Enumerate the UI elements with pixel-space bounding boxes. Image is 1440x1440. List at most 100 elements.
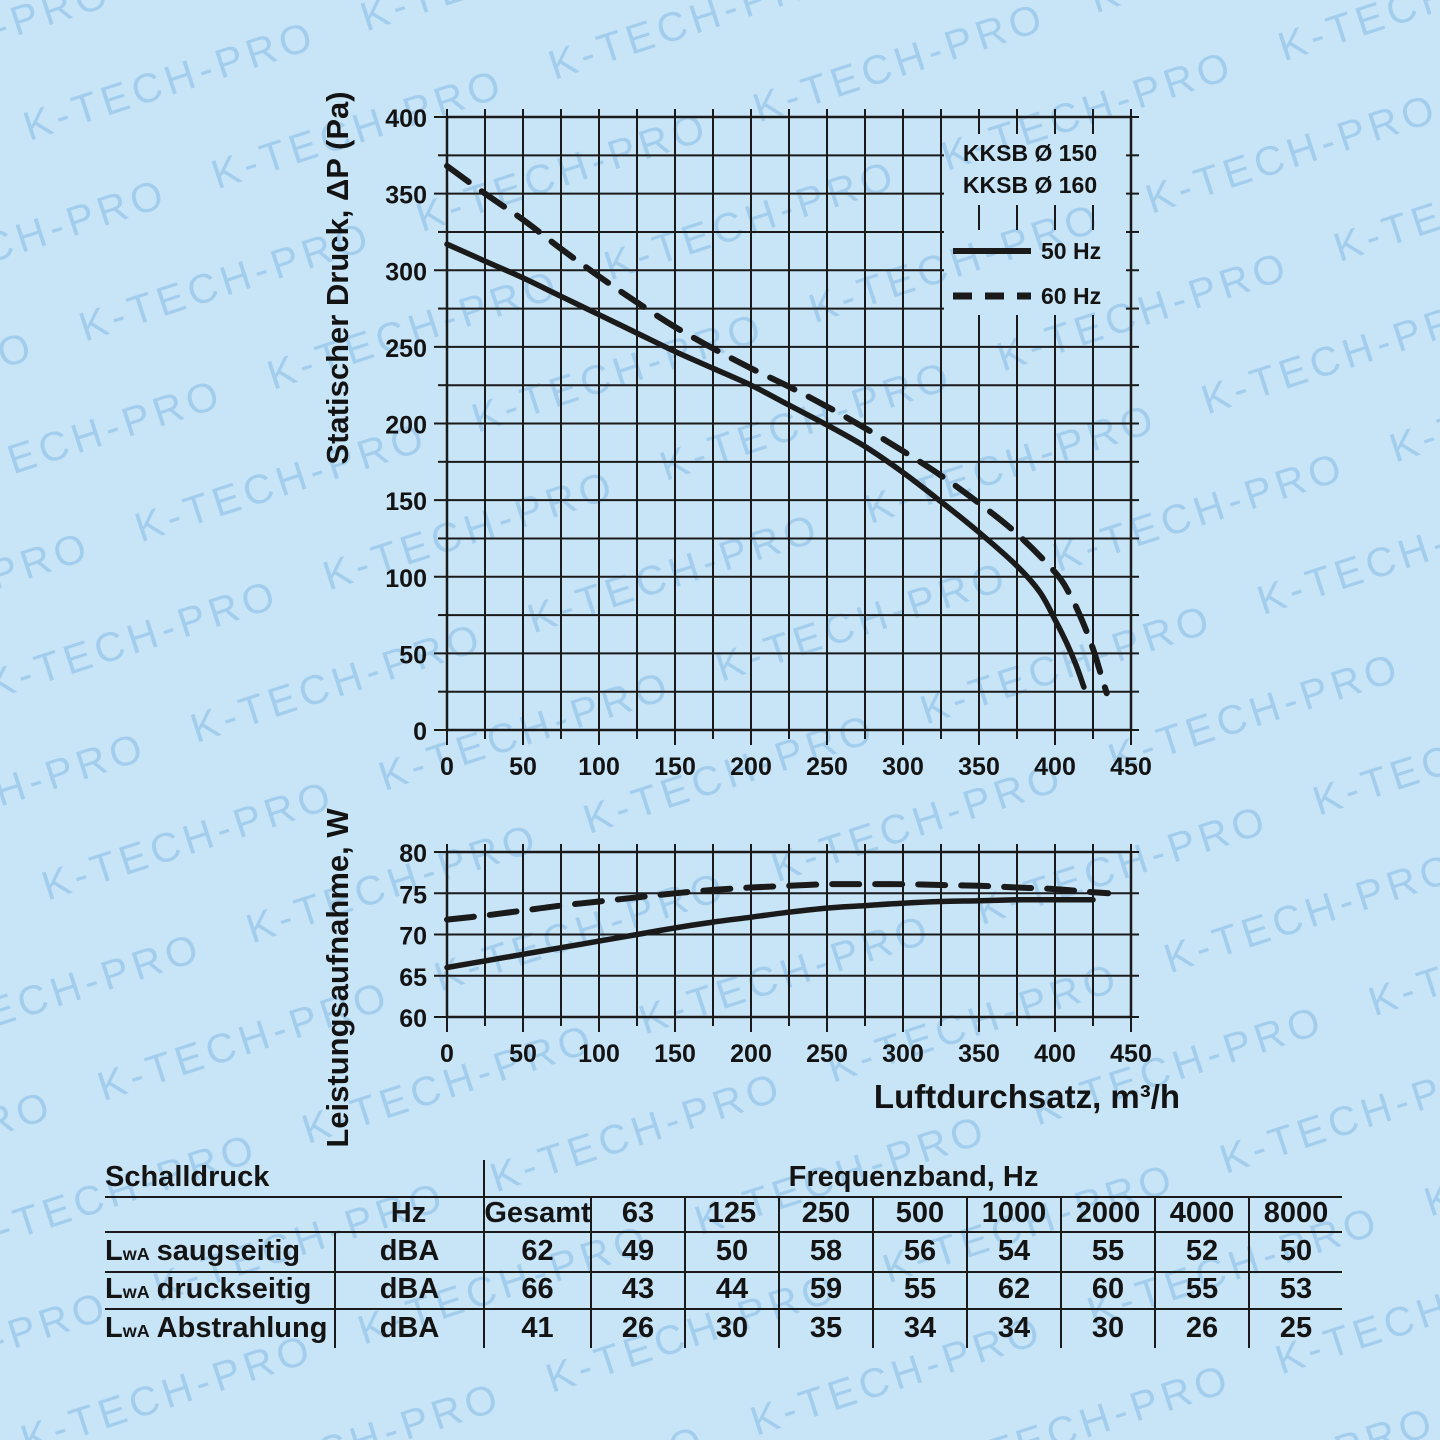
y-tick-label: 200 — [385, 412, 427, 440]
x-tick-label: 200 — [730, 1040, 772, 1068]
y-tick-label: 65 — [399, 964, 427, 992]
table-value-cell: 55 — [1154, 1273, 1248, 1310]
curve-50hz — [444, 241, 1087, 690]
legend-title: KKSB Ø 150 — [963, 140, 1097, 166]
table-col-header: Gesamt — [483, 1197, 591, 1233]
table-value-cell: 54 — [966, 1233, 1060, 1273]
pressure-chart: KKSB Ø 150 KKSB Ø 160 50 Hz 60 Hz 0 50 100 150 2… — [320, 91, 1152, 781]
x-tick-label: 0 — [440, 753, 454, 781]
curve-60hz — [444, 163, 1110, 697]
x-tick-label: 150 — [654, 1040, 696, 1068]
table-value-cell: 43 — [590, 1273, 684, 1310]
y-tick-label: 100 — [385, 565, 427, 593]
table-value-cell: 62 — [483, 1233, 590, 1273]
y-tick-label: 60 — [399, 1005, 427, 1033]
table-value-cell: 53 — [1248, 1273, 1342, 1310]
table-value-cell: 41 — [483, 1310, 590, 1348]
table-value-cell: 58 — [778, 1233, 872, 1273]
y-tick-label: 150 — [385, 488, 427, 516]
x-tick-label: 450 — [1110, 1040, 1152, 1068]
x-tick-label: 450 — [1110, 753, 1152, 781]
y-tick-label: 300 — [385, 258, 427, 286]
table-value-cell: 55 — [1060, 1233, 1154, 1273]
x-tick-label: 100 — [578, 1040, 620, 1068]
table-col-header: 500 — [872, 1197, 966, 1233]
table-title: Schalldruck — [105, 1160, 483, 1198]
table-col-header: 125 — [684, 1197, 778, 1233]
x-tick-label: 50 — [509, 753, 537, 781]
table-value-cell: 62 — [966, 1273, 1060, 1310]
y-axis-title: Statischer Druck, ΔP (Pa) — [320, 91, 355, 464]
curve-60hz — [444, 881, 1112, 923]
table-value-cell: 44 — [684, 1273, 778, 1310]
table-col-header: 4000 — [1154, 1197, 1248, 1233]
table-value-cell: 60 — [1060, 1273, 1154, 1310]
y-axis-title: Leistungsaufnahme, W — [320, 808, 355, 1148]
x-tick-label: 300 — [882, 753, 924, 781]
table-col-header: 63 — [590, 1197, 684, 1233]
x-tick-label: 350 — [958, 1040, 1000, 1068]
table-value-cell: 34 — [966, 1310, 1060, 1348]
y-tick-label: 0 — [413, 718, 427, 746]
grid — [434, 844, 1139, 1032]
power-chart: 0 50 100 150 200 250 300 350 400 450 60 65 70 75 80 Lei… — [320, 808, 1180, 1148]
curve-50hz — [444, 897, 1096, 971]
x-axis-title: Luftdurchsatz, m³/h — [874, 1078, 1180, 1115]
legend-title: KKSB Ø 160 — [963, 172, 1097, 198]
y-tick-label: 80 — [399, 840, 427, 868]
x-tick-label: 250 — [806, 1040, 848, 1068]
y-tick-label: 250 — [385, 335, 427, 363]
y-tick-label: 75 — [399, 881, 427, 909]
x-tick-label: 50 — [509, 1040, 537, 1068]
x-tick-label: 400 — [1034, 1040, 1076, 1068]
plot-frame — [445, 115, 1133, 732]
legend-label: 60 Hz — [1041, 283, 1101, 309]
x-tick-label: 250 — [806, 753, 848, 781]
table-value-cell: 26 — [590, 1310, 684, 1348]
table-value-cell: 49 — [590, 1233, 684, 1273]
x-tick-label: 400 — [1034, 753, 1076, 781]
x-tick-label: 350 — [958, 753, 1000, 781]
table-value-cell: 30 — [1060, 1310, 1154, 1348]
table-value-cell: 26 — [1154, 1310, 1248, 1348]
x-tick-label: 150 — [654, 753, 696, 781]
table-corner-cell — [105, 1198, 334, 1233]
y-tick-label: 400 — [385, 105, 427, 133]
table-unit-cell: dBA — [334, 1233, 483, 1273]
legend: KKSB Ø 150 KKSB Ø 160 50 Hz 60 Hz — [944, 134, 1126, 315]
table-value-cell: 30 — [684, 1310, 778, 1348]
table-value-cell: 55 — [872, 1273, 966, 1310]
x-tick-label: 300 — [882, 1040, 924, 1068]
y-tick-label: 50 — [399, 641, 427, 669]
table-value-cell: 34 — [872, 1310, 966, 1348]
table-unit-cell: dBA — [334, 1310, 483, 1348]
y-tick-label: 350 — [385, 182, 427, 210]
y-tick-label: 70 — [399, 923, 427, 951]
table-value-cell: 50 — [1248, 1233, 1342, 1273]
table-unit-header: Hz — [334, 1197, 483, 1233]
table-value-cell: 35 — [778, 1310, 872, 1348]
table-col-header: 250 — [778, 1197, 872, 1233]
table-value-cell: 56 — [872, 1233, 966, 1273]
table-value-cell: 50 — [684, 1233, 778, 1273]
legend-label: 50 Hz — [1041, 238, 1101, 264]
x-tick-label: 100 — [578, 753, 620, 781]
table-col-header: 8000 — [1248, 1197, 1342, 1233]
table-value-cell: 59 — [778, 1273, 872, 1310]
table-band-header: Frequenzband, Hz — [483, 1160, 1342, 1198]
sound-pressure-table: Schalldruck Frequenzband, Hz Hz Gesamt 6… — [105, 1160, 1342, 1348]
table-col-header: 2000 — [1060, 1197, 1154, 1233]
table-unit-cell: dBA — [334, 1273, 483, 1310]
table-value-cell: 66 — [483, 1273, 590, 1310]
x-tick-label: 200 — [730, 753, 772, 781]
table-col-header: 1000 — [966, 1197, 1060, 1233]
table-value-cell: 52 — [1154, 1233, 1248, 1273]
plot-frame — [445, 850, 1133, 1019]
x-tick-label: 0 — [440, 1040, 454, 1068]
table-value-cell: 25 — [1248, 1310, 1342, 1348]
